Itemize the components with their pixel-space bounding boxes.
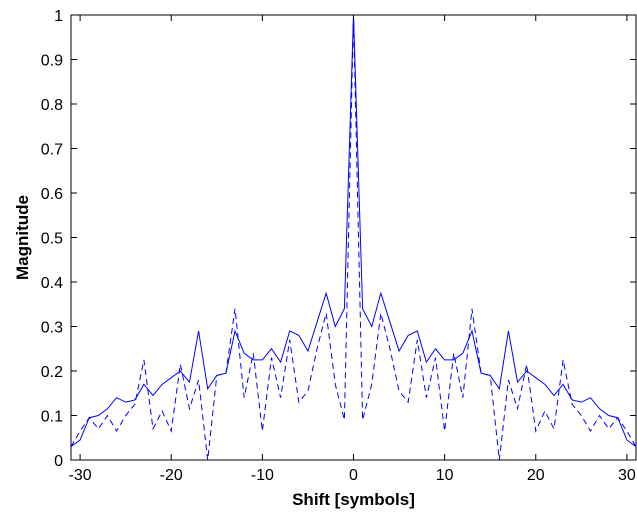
y-tick-label: 0.5 [41,231,63,248]
x-tick-label: 30 [618,467,636,484]
x-tick-label: -20 [160,467,183,484]
series-line-solid [71,15,636,448]
x-axis-label: Shift [symbols] [292,490,415,509]
x-tick-label: 0 [349,467,358,484]
y-tick-label: 0.4 [41,275,63,292]
ticks-layer: -30 -20 -10 0 10 20 30 0 0.1 0.2 0.3 0.4 0.5 0.6 0.7 0.… [41,8,636,484]
series-layer [71,15,636,460]
x-tick-label: -10 [251,467,274,484]
y-tick-label: 0.7 [41,142,63,159]
x-tick-label: 20 [527,467,545,484]
y-tick-label: 0.3 [41,320,63,337]
y-tick-label: 0.1 [41,409,63,426]
series-line-dashed [71,15,636,460]
y-tick-label: 0.9 [41,53,63,70]
y-tick-label: 0.6 [41,186,63,203]
x-tick-label: -30 [69,467,92,484]
y-tick-label: 0.2 [41,364,63,381]
y-tick-label: 0 [54,453,63,470]
y-tick-label: 1 [54,8,63,25]
plot-frame [70,14,637,461]
y-tick-label: 0.8 [41,97,63,114]
y-axis-label: Magnitude [13,195,32,280]
x-tick-label: 10 [436,467,454,484]
